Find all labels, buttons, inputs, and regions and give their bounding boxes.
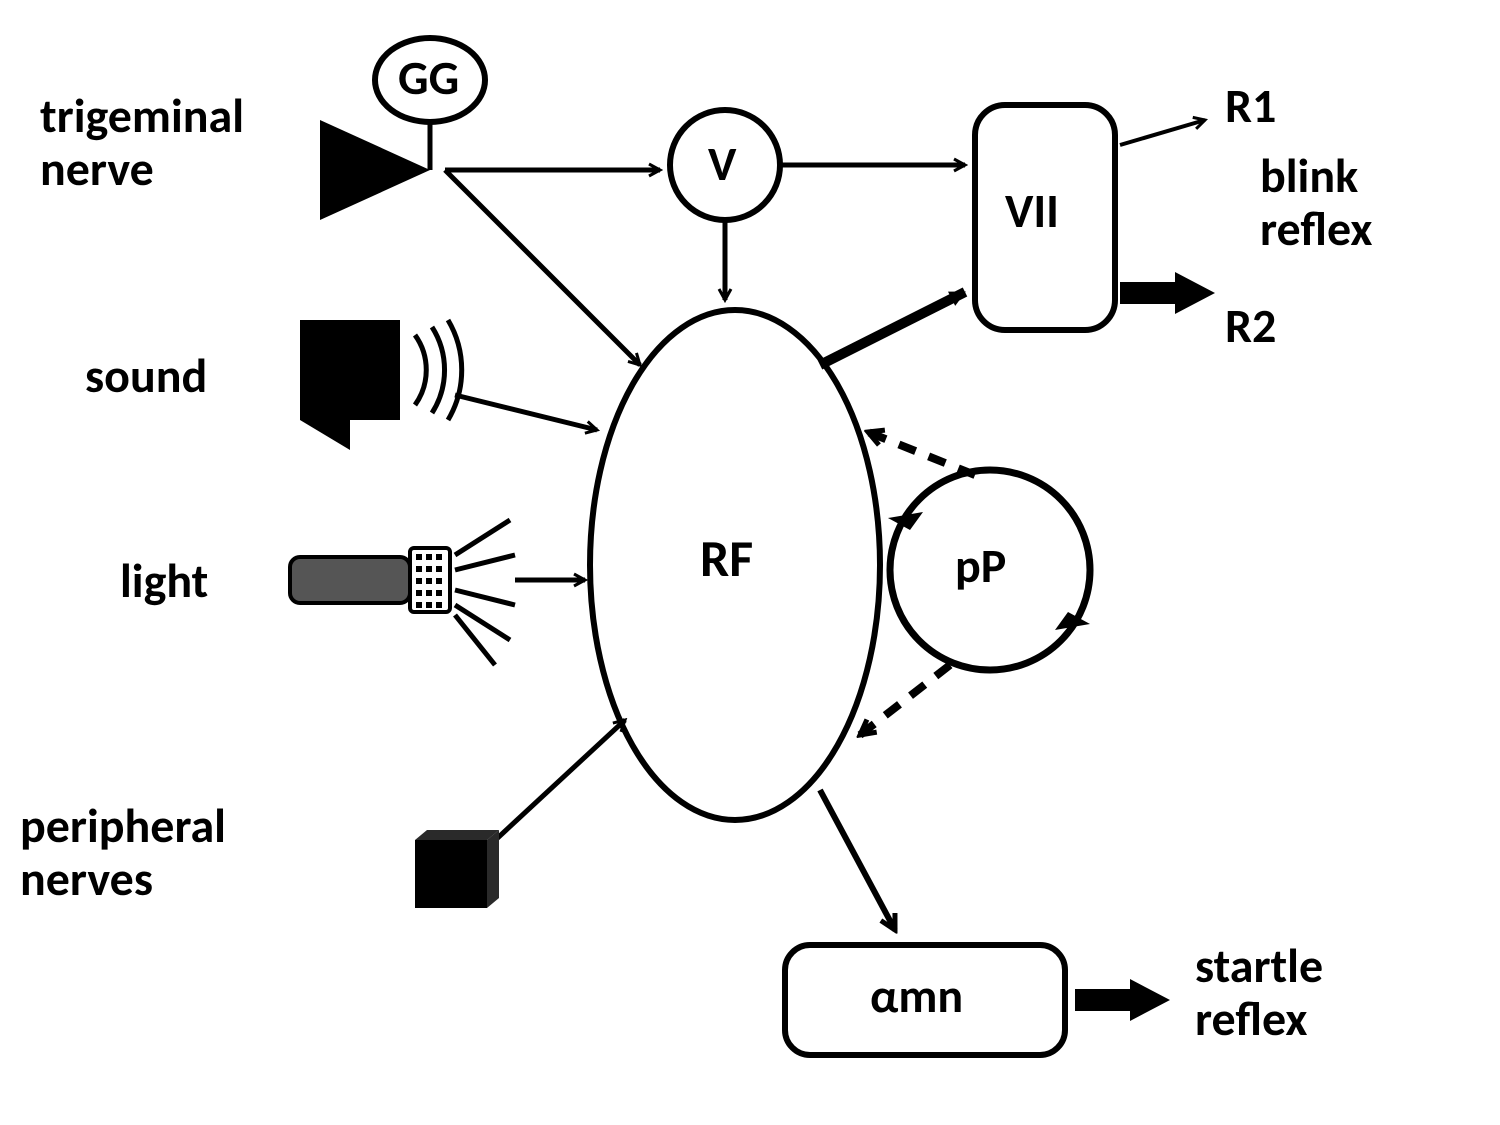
edge-pp-rf-bot [860,665,950,735]
label-gg: GG [398,52,459,105]
label-peripheral: peripheral nerves [20,800,226,906]
edge-vii-r2-block-icon [1120,272,1215,314]
label-trigeminal: trigeminal nerve [40,90,244,196]
label-light: light [120,555,208,608]
edge-amn-startle-block-icon [1075,979,1170,1021]
label-v: V [708,138,736,191]
edge-vii-r1 [1120,120,1205,145]
label-amn: αmn [870,970,963,1023]
label-sound: sound [85,350,207,403]
edge-pp-rf-top [868,432,975,475]
edge-rf-vii [820,292,965,365]
edge-periph-rf [490,720,625,845]
label-pp: pP [955,540,1006,593]
electrode-icon [320,120,430,220]
edge-rf-amn [820,790,895,930]
blackbox-icon [415,830,499,908]
label-rf: RF [700,530,753,587]
edge-sound-rf [455,395,597,430]
label-r2: R2 [1225,300,1276,353]
label-r1: R1 [1225,80,1276,133]
label-blink: blink reflex [1260,150,1372,256]
speaker-icon [300,320,462,450]
edge-trig-rf [445,170,640,365]
label-startle: startle reflex [1195,940,1323,1046]
flashlight-icon [290,520,515,665]
label-vii: VII [1005,185,1059,238]
